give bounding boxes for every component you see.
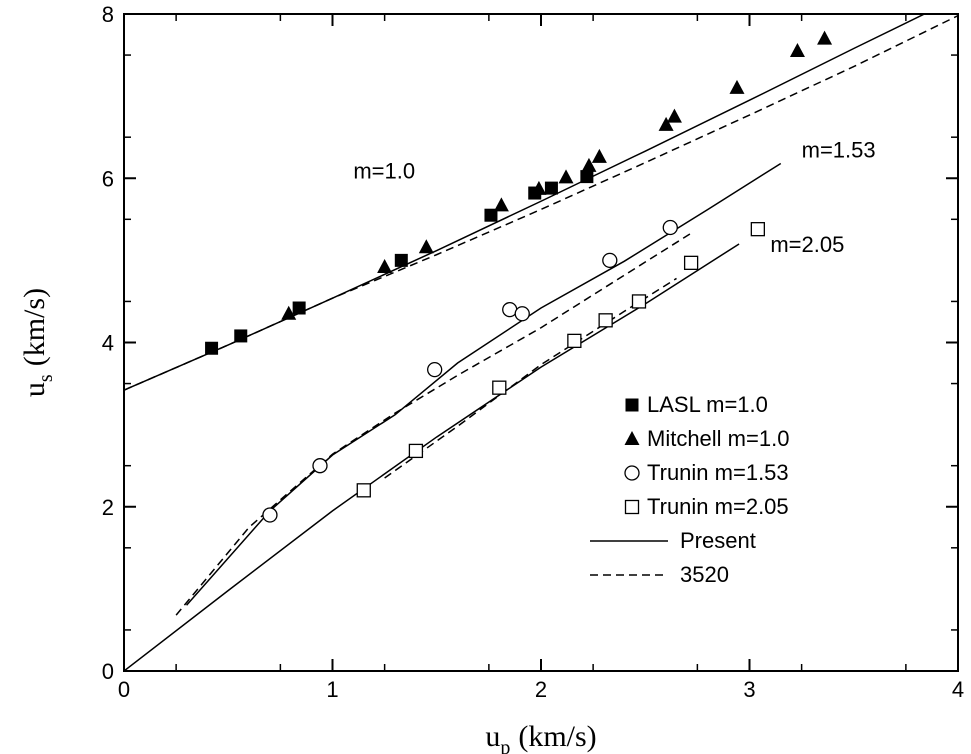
dashed-line-1 — [175, 232, 692, 616]
data-point-filled-triangle — [558, 169, 574, 184]
solid-line-2 — [124, 243, 740, 671]
legend-entry: Mitchell m=1.0 — [647, 426, 789, 451]
data-point-open-square — [567, 333, 582, 349]
data-point-filled-square — [580, 170, 594, 184]
data-point-filled-triangle — [418, 239, 434, 254]
data-point-open-circle — [427, 361, 443, 378]
data-point-open-square — [750, 222, 765, 237]
data-point-filled-square — [394, 253, 408, 267]
data-markers — [205, 30, 833, 523]
solid-line-1 — [185, 162, 782, 606]
axes: 0 1 2 3 4 0 2 4 6 8 — [102, 2, 964, 702]
data-point-filled-triangle — [531, 180, 547, 195]
y-tick-label: 4 — [102, 331, 114, 356]
data-point-filled-triangle — [666, 108, 682, 123]
dashed-line-0 — [124, 14, 958, 391]
y-axis-title: us(km/s) — [18, 288, 57, 397]
annotation-label: m=2.05 — [770, 232, 844, 257]
series-lines — [124, 14, 958, 671]
x-tick-label: 1 — [326, 677, 338, 702]
data-point-filled-triangle — [377, 258, 393, 273]
data-point-filled-square — [205, 341, 219, 355]
annotations: m=1.0 m=1.53 m=2.05 — [353, 138, 875, 257]
data-point-open-circle — [312, 458, 328, 474]
data-point-open-square — [598, 313, 613, 328]
data-point-open-circle — [502, 301, 518, 318]
legend-marker — [624, 431, 640, 445]
annotation-label: m=1.0 — [353, 158, 415, 183]
x-tick-label: 0 — [118, 677, 130, 702]
data-point-filled-square — [544, 181, 558, 195]
data-point-open-square — [631, 294, 647, 309]
data-point-open-circle — [662, 219, 678, 236]
annotation-label: m=1.53 — [802, 138, 876, 163]
tick-marks: 0 1 2 3 4 0 2 4 6 8 — [102, 2, 964, 702]
x-tick-label: 3 — [743, 677, 755, 702]
plot-frame — [123, 13, 959, 672]
data-point-filled-triangle — [789, 42, 805, 57]
data-point-open-circle — [514, 306, 530, 322]
data-point-filled-triangle — [729, 79, 745, 94]
legend-entry: LASL m=1.0 — [647, 392, 768, 417]
data-point-filled-triangle — [658, 116, 674, 131]
y-tick-label: 8 — [102, 2, 114, 27]
solid-line-0 — [124, 14, 927, 391]
legend-entry: Present — [680, 528, 756, 553]
data-point-filled-triangle — [591, 148, 607, 163]
x-axis-title: up (km/s) — [485, 720, 596, 754]
legend-entry: Trunin m=2.05 — [647, 494, 789, 519]
data-point-filled-square — [484, 208, 498, 222]
data-point-open-circle — [602, 252, 618, 269]
data-point-open-square — [683, 255, 699, 270]
legend-entry: Trunin m=1.53 — [647, 460, 789, 485]
legend-entry: 3520 — [680, 562, 729, 587]
data-point-filled-square — [292, 301, 306, 315]
y-tick-label: 6 — [102, 166, 114, 191]
axis-labels: up (km/s) us(km/s) — [18, 288, 597, 754]
y-tick-label: 0 — [102, 659, 114, 684]
x-tick-label: 2 — [535, 677, 547, 702]
data-point-filled-triangle — [817, 30, 833, 45]
legend-marker — [624, 465, 640, 481]
legend-marker — [625, 398, 639, 412]
data-point-filled-triangle — [281, 305, 297, 320]
data-point-open-square — [356, 483, 371, 498]
data-point-filled-triangle — [493, 197, 509, 212]
legend-marker — [624, 499, 640, 515]
y-tick-label: 2 — [102, 495, 114, 520]
data-point-open-circle — [262, 507, 278, 523]
legend: LASL m=1.0 Mitchell m=1.0 Trunin m=1.53 Tru… — [590, 392, 789, 587]
data-point-filled-triangle — [581, 157, 597, 172]
data-point-filled-square — [234, 329, 248, 343]
data-point-open-square — [408, 443, 424, 459]
x-tick-label: 4 — [952, 677, 964, 702]
data-point-open-square — [492, 380, 507, 395]
